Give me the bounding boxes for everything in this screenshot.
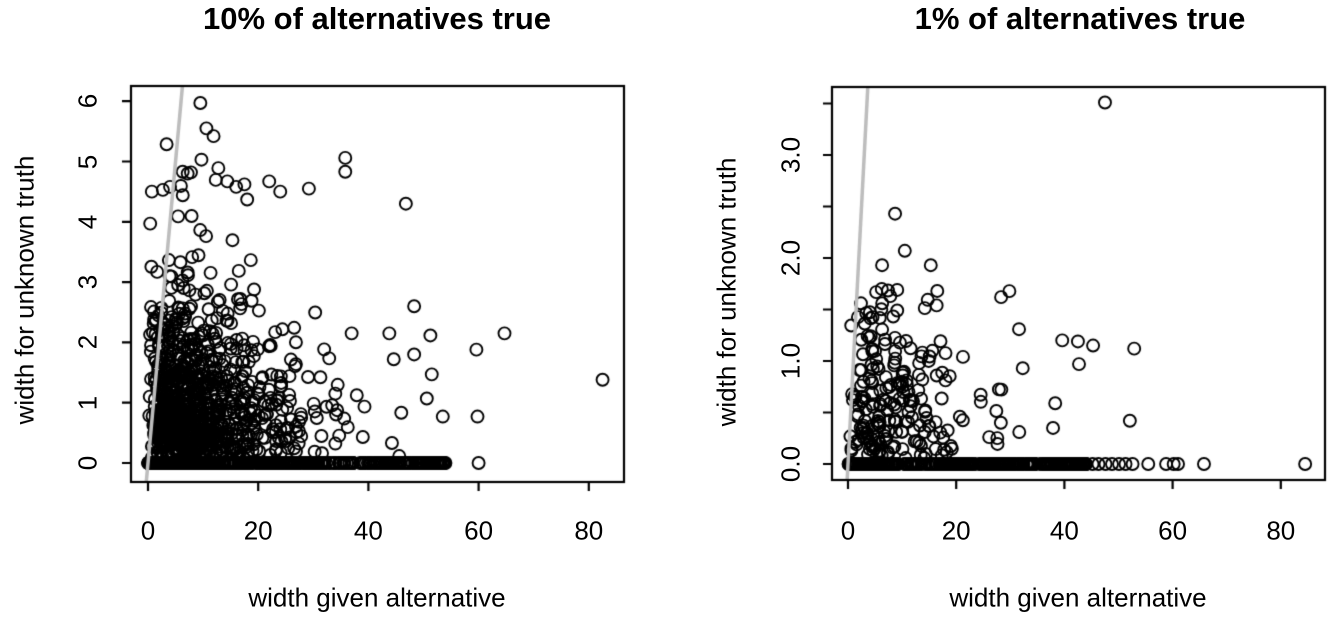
- x-tick-label: 40: [1049, 515, 1079, 546]
- x-tick-label: 0: [140, 515, 156, 546]
- x-tick-label: 60: [1158, 515, 1188, 546]
- y-tick-label: 5: [72, 154, 103, 169]
- y-tick-label: 1: [72, 395, 103, 410]
- x-tick-label: 40: [353, 515, 383, 546]
- y-tick-label: 1.0: [775, 342, 806, 380]
- x-tick-label: 0: [840, 515, 856, 546]
- x-tick-label: 20: [243, 515, 273, 546]
- y-tick-label: 3.0: [775, 136, 806, 174]
- right-y-axis-label: width for unknown truth: [711, 157, 742, 427]
- x-tick-label: 80: [1266, 515, 1296, 546]
- y-tick-label: 2: [72, 335, 103, 350]
- y-tick-label: 0: [72, 455, 103, 471]
- y-tick-label: 0.0: [775, 445, 806, 483]
- right-x-axis-label: width given alternative: [949, 582, 1207, 613]
- y-tick-label: 6: [72, 93, 103, 109]
- y-tick-label: 3: [72, 274, 103, 290]
- y-tick-label: 4: [72, 214, 103, 230]
- left-x-axis-label: width given alternative: [248, 582, 506, 613]
- left-y-axis-label: width for unknown truth: [9, 155, 40, 425]
- left-plot-title: 10% of alternatives true: [202, 1, 552, 36]
- x-tick-label: 60: [464, 515, 494, 546]
- y-tick-label: 2.0: [775, 239, 806, 277]
- x-tick-label: 80: [574, 515, 604, 546]
- x-tick-label: 20: [941, 515, 971, 546]
- right-plot-title: 1% of alternatives true: [914, 1, 1246, 36]
